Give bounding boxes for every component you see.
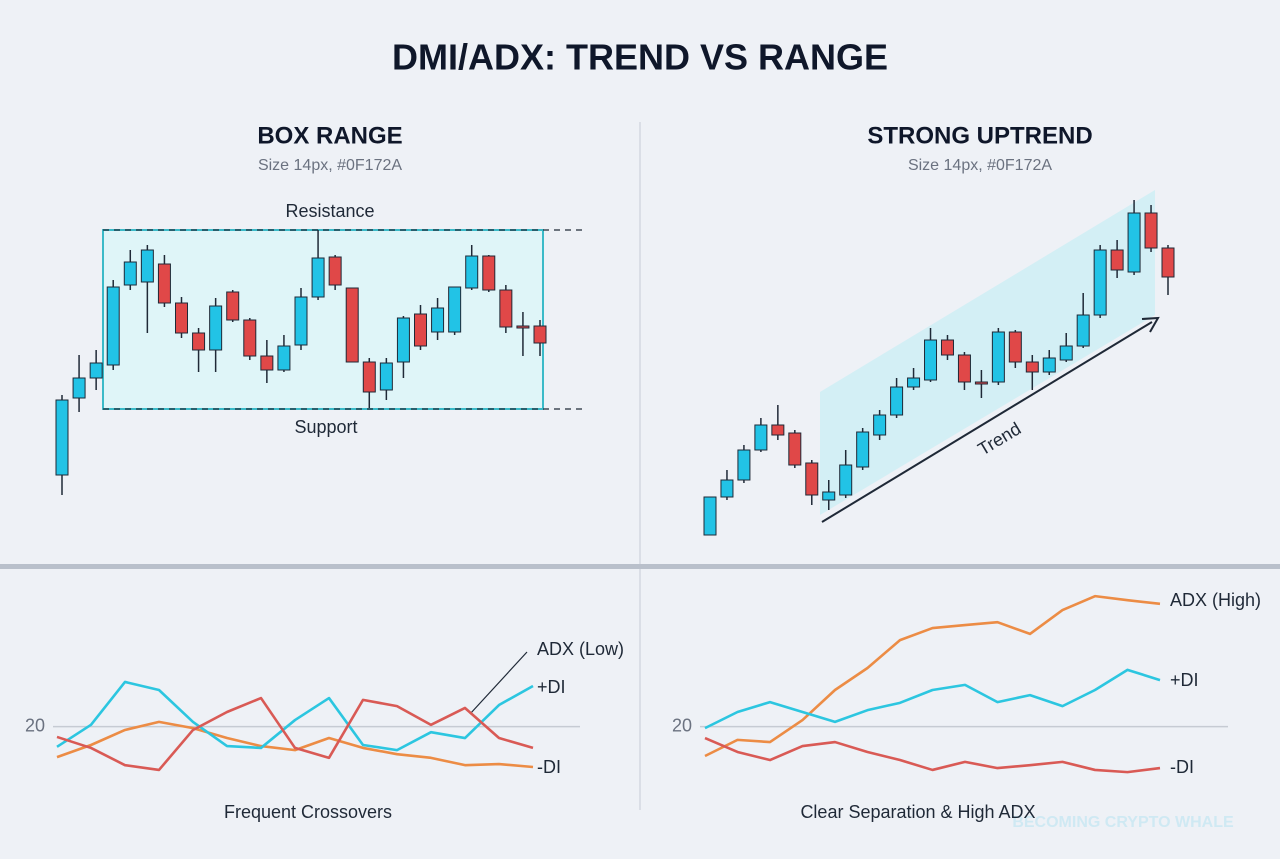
arrow-head bbox=[1141, 316, 1160, 333]
candle-body bbox=[822, 491, 836, 501]
indicator-line bbox=[56, 696, 534, 772]
candle-body bbox=[533, 325, 547, 344]
panel-subtitle: Size 14px, #0F172A bbox=[908, 157, 1052, 174]
candle-body bbox=[703, 496, 717, 536]
candle-body bbox=[873, 414, 887, 436]
watermark: BECOMING CRYPTO WHALE bbox=[1012, 814, 1234, 831]
candle-body bbox=[277, 345, 291, 371]
series-label: ADX (High) bbox=[1170, 590, 1261, 610]
resistance-label: Resistance bbox=[285, 201, 374, 221]
candle-body bbox=[907, 377, 921, 388]
candle-body bbox=[55, 399, 69, 476]
candle-body bbox=[465, 255, 479, 289]
candle-body bbox=[856, 431, 870, 468]
series-label: +DI bbox=[1170, 670, 1199, 690]
candle-body bbox=[311, 257, 325, 298]
candle-body bbox=[226, 291, 240, 321]
candle-body bbox=[1110, 249, 1124, 271]
candle-body bbox=[1076, 314, 1090, 347]
indicator-line bbox=[56, 720, 534, 769]
trend-arrow bbox=[821, 321, 1153, 523]
candle-body bbox=[1025, 361, 1039, 373]
trend-channel bbox=[820, 190, 1155, 515]
candle-body bbox=[771, 424, 785, 436]
candle-body bbox=[839, 464, 853, 496]
series-label: -DI bbox=[1170, 757, 1194, 777]
candle-body bbox=[788, 432, 802, 466]
panel-subtitle: Size 14px, #0F172A bbox=[258, 157, 402, 174]
divider bbox=[0, 564, 1280, 569]
candle-body bbox=[1008, 331, 1022, 363]
y-tick-label: 20 bbox=[25, 715, 45, 735]
candle-body bbox=[516, 325, 530, 329]
candle-body bbox=[209, 305, 223, 351]
candle-body bbox=[1093, 249, 1107, 316]
candle-body bbox=[72, 377, 86, 399]
panel-title: BOX RANGE bbox=[257, 122, 402, 149]
leader-line bbox=[469, 651, 528, 715]
page-title: DMI/ADX: TREND VS RANGE bbox=[392, 37, 888, 78]
panel-caption: Frequent Crossovers bbox=[224, 802, 392, 822]
candle-body bbox=[140, 249, 154, 283]
candle-body bbox=[396, 317, 410, 363]
series-label: -DI bbox=[537, 757, 561, 777]
candle-body bbox=[379, 362, 393, 391]
candle-body bbox=[175, 302, 188, 334]
candle-body bbox=[991, 331, 1005, 383]
candle-body bbox=[294, 296, 308, 346]
candle-body bbox=[890, 386, 904, 416]
candle-body bbox=[805, 462, 819, 496]
candle-body bbox=[431, 307, 445, 333]
candle-body bbox=[243, 319, 257, 357]
candle-body bbox=[1059, 345, 1073, 361]
candle-body bbox=[499, 289, 513, 328]
indicator-line bbox=[704, 594, 1161, 758]
candle-body bbox=[924, 339, 938, 381]
candle-body bbox=[157, 263, 171, 304]
candle-body bbox=[1042, 357, 1056, 373]
candle-body bbox=[414, 313, 427, 347]
series-label: ADX (Low) bbox=[537, 639, 624, 659]
y-tick-label: 20 bbox=[672, 715, 692, 735]
indicator-line bbox=[704, 668, 1161, 730]
indicator-line bbox=[704, 736, 1161, 774]
candle-body bbox=[345, 287, 359, 363]
panel-title: STRONG UPTREND bbox=[867, 122, 1092, 149]
candle-body bbox=[720, 479, 734, 498]
series-label: +DI bbox=[537, 677, 566, 697]
candle-body bbox=[974, 381, 988, 385]
candle-body bbox=[754, 424, 768, 451]
candle-body bbox=[123, 261, 137, 286]
candle-body bbox=[448, 286, 462, 333]
candle-body bbox=[1144, 212, 1158, 249]
support-label: Support bbox=[294, 417, 357, 437]
candle-body bbox=[1127, 212, 1141, 273]
candle-body bbox=[89, 362, 103, 379]
candle-body bbox=[1161, 247, 1175, 278]
panel-caption: Clear Separation & High ADX bbox=[800, 802, 1035, 822]
candle-body bbox=[940, 339, 954, 356]
candle-body bbox=[957, 354, 971, 383]
candle-body bbox=[192, 332, 206, 351]
candle-body bbox=[482, 255, 496, 291]
indicator-line bbox=[56, 680, 534, 752]
candle-body bbox=[362, 361, 376, 393]
candle-body bbox=[106, 286, 120, 366]
candle-body bbox=[328, 256, 342, 286]
candle-body bbox=[737, 449, 751, 481]
candle-body bbox=[260, 355, 274, 371]
